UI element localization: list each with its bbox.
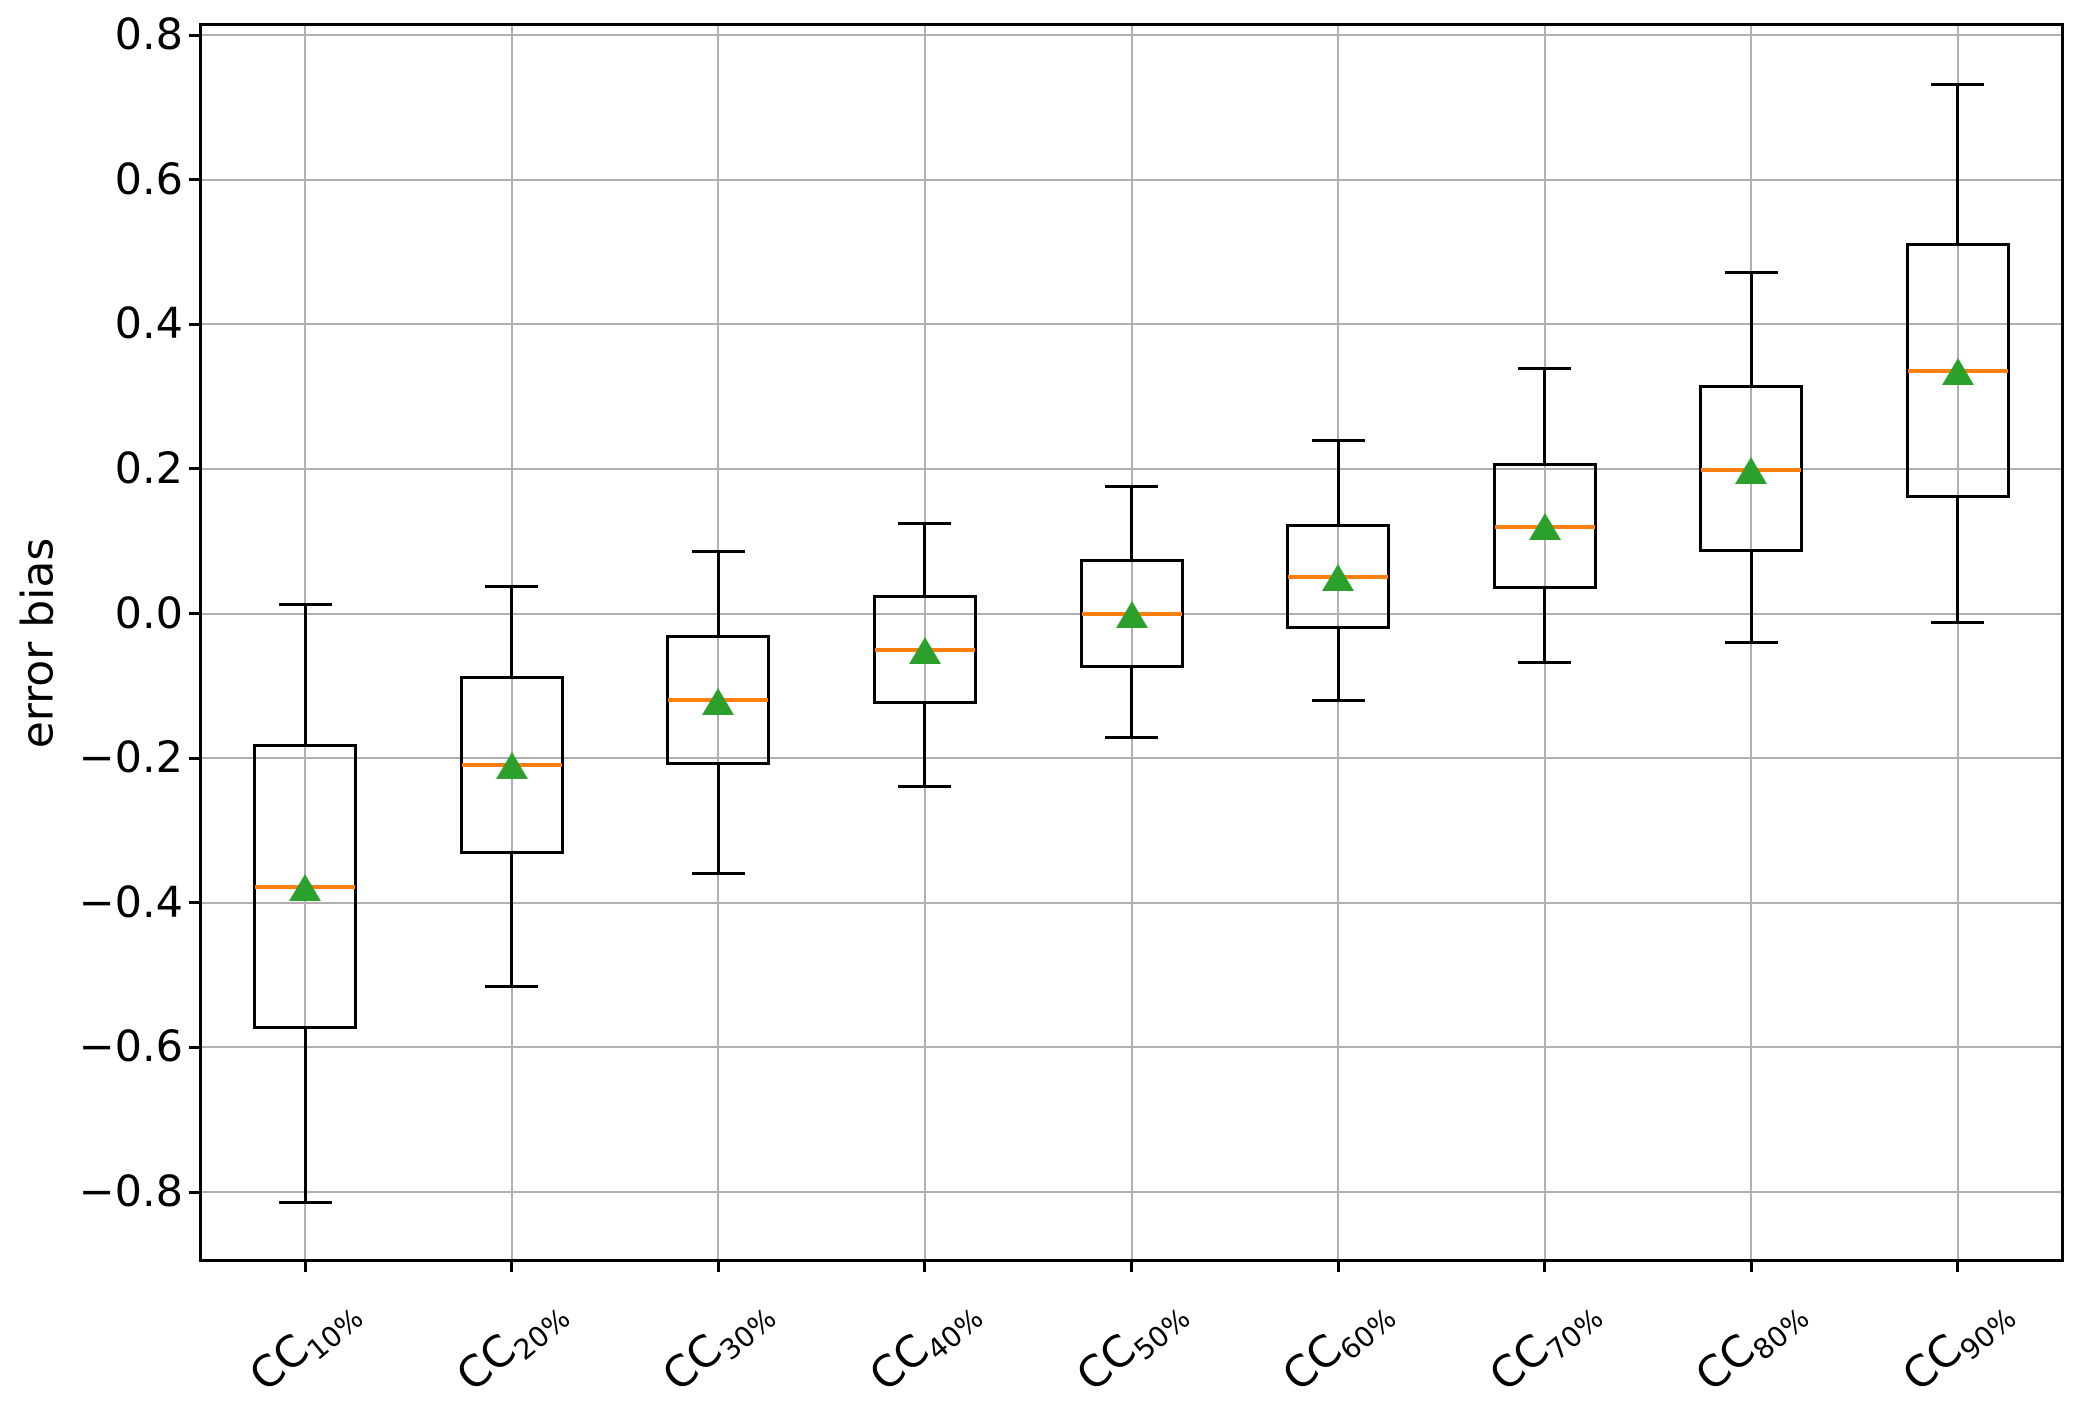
y-tick-label: 0.6 — [114, 154, 183, 205]
lower-whisker-cap — [485, 984, 539, 988]
upper-whisker — [716, 551, 720, 635]
upper-whisker — [1956, 84, 1960, 244]
lower-whisker-cap — [1311, 698, 1365, 702]
upper-whisker — [923, 523, 927, 595]
x-tick-label: CC10% — [241, 1285, 370, 1406]
y-tick-mark — [189, 467, 202, 471]
upper-whisker — [303, 604, 307, 744]
lower-whisker-cap — [898, 784, 952, 788]
lower-whisker — [1130, 667, 1133, 738]
y-tick-mark — [189, 33, 202, 37]
mean-triangle-marker — [289, 873, 322, 901]
iqr-box — [459, 675, 564, 854]
x-tick-mark — [716, 1259, 720, 1272]
y-tick-label: 0.4 — [114, 299, 183, 350]
x-tick-mark — [1956, 1259, 1960, 1272]
iqr-box — [1905, 243, 2010, 498]
mean-triangle-marker — [702, 688, 735, 716]
y-tick-mark — [189, 1045, 202, 1049]
lower-whisker — [510, 853, 514, 986]
x-tick-mark — [510, 1259, 514, 1272]
lower-whisker-cap — [691, 872, 745, 876]
x-tick-label: CC30% — [654, 1285, 783, 1406]
upper-whisker-cap — [1311, 438, 1365, 442]
lower-whisker — [1336, 629, 1340, 701]
iqr-box — [872, 594, 977, 704]
x-tick-mark — [303, 1259, 307, 1272]
x-tick-mark — [1130, 1259, 1133, 1272]
lower-whisker-cap — [1105, 735, 1158, 739]
lower-whisker-cap — [278, 1201, 332, 1205]
x-tick-label: CC90% — [1893, 1285, 2022, 1406]
v-gridline — [1956, 26, 1959, 1259]
upper-whisker — [1543, 368, 1547, 464]
iqr-box — [1492, 463, 1597, 589]
iqr-box — [1079, 559, 1184, 668]
x-tick-mark — [1336, 1259, 1340, 1272]
mean-triangle-marker — [1322, 563, 1355, 591]
x-tick-mark — [1749, 1259, 1753, 1272]
upper-whisker-cap — [485, 584, 539, 588]
upper-whisker — [1130, 486, 1133, 560]
y-tick-label: 0.8 — [114, 10, 183, 61]
mean-triangle-marker — [495, 751, 528, 779]
v-gridline — [717, 26, 720, 1259]
iqr-box — [253, 743, 358, 1030]
lower-whisker — [1543, 588, 1547, 663]
upper-whisker — [1749, 272, 1753, 386]
y-tick-mark — [189, 178, 202, 182]
y-tick-mark — [189, 612, 202, 616]
lower-whisker-cap — [1931, 620, 1985, 624]
y-tick-label: −0.8 — [78, 1167, 183, 1218]
x-tick-label: CC20% — [447, 1285, 576, 1406]
x-tick-label: CC80% — [1687, 1285, 1816, 1406]
lower-whisker — [923, 703, 927, 787]
iqr-box — [666, 634, 771, 766]
lower-whisker — [1956, 497, 1960, 623]
y-tick-label: −0.2 — [78, 733, 183, 784]
iqr-box — [1286, 523, 1391, 630]
x-tick-label: CC60% — [1274, 1285, 1403, 1406]
upper-whisker-cap — [278, 603, 332, 607]
upper-whisker-cap — [898, 522, 952, 526]
y-axis-label: error bias — [12, 537, 64, 749]
y-tick-mark — [189, 322, 202, 326]
upper-whisker — [1336, 440, 1340, 524]
lower-whisker-cap — [1518, 661, 1572, 665]
mean-triangle-marker — [1528, 513, 1561, 541]
y-tick-label: 0.2 — [114, 443, 183, 494]
iqr-box — [1699, 385, 1804, 553]
y-tick-mark — [189, 901, 202, 905]
lower-whisker — [716, 765, 720, 874]
upper-whisker — [510, 586, 514, 676]
mean-triangle-marker — [1735, 456, 1768, 484]
upper-whisker-cap — [691, 549, 745, 553]
lower-whisker — [303, 1029, 307, 1203]
mean-triangle-marker — [1115, 600, 1148, 628]
x-tick-mark — [923, 1259, 927, 1272]
x-tick-mark — [1543, 1259, 1547, 1272]
y-tick-mark — [189, 756, 202, 760]
lower-whisker-cap — [1724, 641, 1778, 644]
upper-whisker-cap — [1724, 270, 1778, 274]
x-tick-label: CC40% — [860, 1285, 989, 1406]
y-tick-label: 0.0 — [114, 588, 183, 639]
upper-whisker-cap — [1931, 82, 1985, 86]
y-tick-mark — [189, 1190, 202, 1194]
mean-triangle-marker — [908, 637, 941, 665]
v-gridline — [1130, 26, 1133, 1259]
upper-whisker-cap — [1518, 366, 1572, 370]
mean-triangle-marker — [1941, 357, 1974, 385]
y-tick-label: −0.4 — [78, 877, 183, 928]
lower-whisker — [1749, 552, 1753, 643]
x-tick-label: CC50% — [1067, 1285, 1196, 1406]
upper-whisker-cap — [1105, 484, 1158, 488]
y-tick-label: −0.6 — [78, 1022, 183, 1073]
x-tick-label: CC70% — [1480, 1285, 1609, 1406]
